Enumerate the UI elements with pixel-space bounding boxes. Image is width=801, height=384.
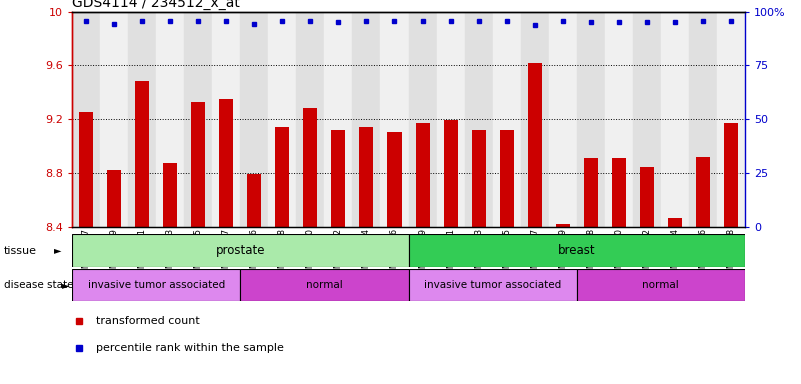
Bar xyxy=(296,12,324,227)
Bar xyxy=(612,158,626,227)
Text: prostate: prostate xyxy=(215,244,265,257)
Bar xyxy=(128,12,156,227)
Bar xyxy=(528,63,541,227)
Bar xyxy=(380,12,409,227)
Bar xyxy=(240,12,268,227)
Bar xyxy=(584,158,598,227)
Bar xyxy=(416,123,429,227)
Bar xyxy=(577,12,605,227)
Bar xyxy=(689,12,717,227)
Bar xyxy=(472,130,485,227)
Bar xyxy=(661,12,689,227)
Bar xyxy=(240,269,409,301)
Text: ►: ► xyxy=(62,280,70,290)
Bar xyxy=(156,12,184,227)
Bar xyxy=(163,164,177,227)
Bar xyxy=(268,12,296,227)
Bar xyxy=(437,12,465,227)
Bar xyxy=(577,269,745,301)
Text: invasive tumor associated: invasive tumor associated xyxy=(424,280,562,290)
Bar xyxy=(633,12,661,227)
Bar xyxy=(276,127,289,227)
Bar xyxy=(184,12,212,227)
Text: invasive tumor associated: invasive tumor associated xyxy=(87,280,225,290)
Bar xyxy=(324,12,352,227)
Bar xyxy=(332,130,345,227)
Bar xyxy=(248,174,261,227)
Text: tissue: tissue xyxy=(4,245,37,256)
Bar xyxy=(219,99,233,227)
Bar xyxy=(409,12,437,227)
Bar xyxy=(388,132,401,227)
Bar xyxy=(696,157,710,227)
Bar xyxy=(409,269,577,301)
Bar xyxy=(549,12,577,227)
Text: normal: normal xyxy=(306,280,343,290)
Bar xyxy=(100,12,128,227)
Text: disease state: disease state xyxy=(4,280,74,290)
Bar xyxy=(352,12,380,227)
Bar xyxy=(640,167,654,227)
Bar xyxy=(556,224,570,227)
Bar xyxy=(72,234,409,267)
Text: breast: breast xyxy=(558,244,595,257)
Bar xyxy=(135,81,149,227)
Bar xyxy=(605,12,633,227)
Bar xyxy=(360,127,373,227)
Text: percentile rank within the sample: percentile rank within the sample xyxy=(95,343,284,353)
Text: GDS4114 / 234512_x_at: GDS4114 / 234512_x_at xyxy=(72,0,240,10)
Text: ►: ► xyxy=(54,245,62,256)
Bar xyxy=(521,12,549,227)
Text: transformed count: transformed count xyxy=(95,316,199,326)
Bar xyxy=(409,234,745,267)
Bar xyxy=(724,123,738,227)
Bar xyxy=(444,121,457,227)
Bar xyxy=(72,269,240,301)
Bar xyxy=(668,218,682,227)
Bar xyxy=(191,101,205,227)
Bar xyxy=(107,170,121,227)
Bar xyxy=(304,108,317,227)
Bar xyxy=(465,12,493,227)
Bar xyxy=(500,130,513,227)
Bar xyxy=(79,112,93,227)
Bar xyxy=(72,12,100,227)
Bar xyxy=(212,12,240,227)
Bar xyxy=(493,12,521,227)
Text: normal: normal xyxy=(642,280,679,290)
Bar xyxy=(717,12,745,227)
